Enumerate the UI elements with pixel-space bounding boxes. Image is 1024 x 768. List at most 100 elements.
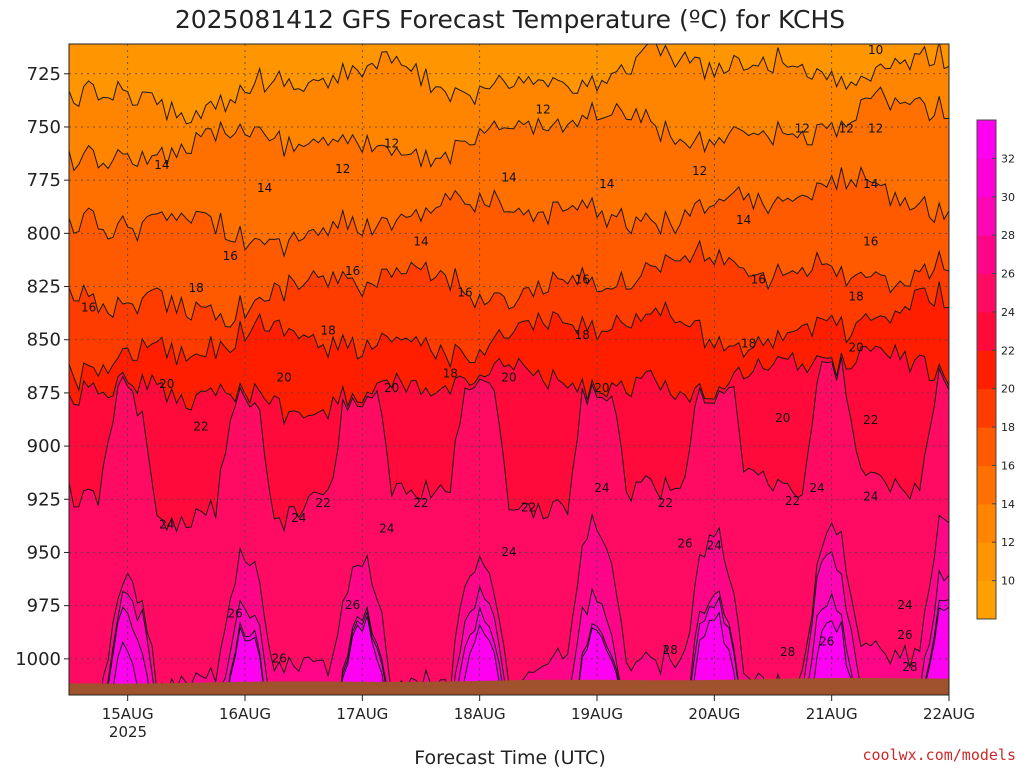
colorbar-label: 22	[1001, 344, 1015, 357]
colorbar-swatch	[977, 311, 996, 351]
contour-label: 18	[575, 328, 590, 342]
colorbar-label: 30	[1001, 191, 1015, 204]
contour-label: 16	[81, 300, 96, 314]
colorbar-swatch	[977, 120, 996, 159]
contour-label: 26	[897, 628, 912, 642]
colorbar-label: 26	[1001, 268, 1015, 281]
colorbar-label: 28	[1001, 229, 1015, 242]
terrain-surface	[69, 678, 949, 695]
contour-label: 18	[443, 366, 458, 380]
contour-label: 14	[257, 181, 272, 195]
contour-label: 26	[228, 607, 243, 621]
contour-label: 20	[384, 381, 399, 395]
contour-label: 24	[863, 490, 878, 504]
contour-24	[69, 357, 949, 533]
temperature-bands	[69, 44, 949, 695]
contour-label: 14	[501, 171, 516, 185]
y-tick-label: 800	[27, 223, 61, 244]
contour-label: 24	[897, 598, 912, 612]
contour-label: 20	[848, 341, 863, 355]
x-tick-label: 16AUG	[219, 705, 271, 723]
contour-label: 14	[599, 177, 614, 191]
y-tick-label: 975	[27, 596, 61, 617]
contour-label: 12	[839, 122, 854, 136]
credit-link[interactable]: coolwx.com/models	[862, 746, 1016, 764]
contour-label: 24	[707, 539, 722, 553]
contour-label: 18	[848, 290, 863, 304]
contour-label: 16	[863, 234, 878, 248]
contour-22	[69, 343, 949, 426]
y-tick-label: 825	[27, 277, 61, 298]
contour-label: 16	[223, 249, 238, 263]
colorbar: 10 12 14 16 18 20 22 24 26 28 30 32	[976, 119, 1015, 620]
contour-label: 12	[868, 122, 883, 136]
contour-label: 14	[413, 234, 428, 248]
contour-label: 24	[159, 517, 174, 531]
colorbar-label: 16	[1001, 460, 1015, 473]
contour-label: 22	[521, 500, 536, 514]
contour-label: 20	[276, 371, 291, 385]
contour-label: 22	[658, 496, 673, 510]
contour-label: 28	[663, 643, 678, 657]
colorbar-swatch	[977, 235, 996, 275]
colorbar-swatch	[977, 388, 996, 428]
contour-label: 20	[775, 411, 790, 425]
colorbar-label: 20	[1001, 383, 1015, 396]
y-tick-label: 925	[27, 489, 61, 510]
contour-label: 16	[575, 273, 590, 287]
contour-label: 18	[741, 337, 756, 351]
contour-label: 12	[384, 137, 399, 151]
contour-label: 14	[154, 158, 169, 172]
y-tick-label: 775	[27, 170, 61, 191]
contour-16	[69, 165, 949, 258]
colorbar-label: 18	[1001, 421, 1015, 434]
contour-label: 28	[780, 645, 795, 659]
contour-labels: 16 14 18 20 22 24 16 14 22 24 26 26 20 18 16 12 12 24 26 20…	[81, 43, 918, 674]
plot-frame	[68, 43, 950, 696]
x-tick-label: 19AUG	[571, 705, 623, 723]
contour-20	[69, 281, 949, 392]
colorbar-swatch	[977, 196, 996, 236]
y-tick-label: 850	[27, 330, 61, 351]
y-tick-label: 750	[27, 117, 61, 138]
contour-label: 22	[193, 419, 208, 433]
chart-title: 2025081412 GFS Forecast Temperature (ºC)…	[175, 5, 845, 34]
contour-label: 24	[809, 481, 824, 495]
contour-12	[69, 44, 949, 125]
contour-label: 16	[751, 273, 766, 287]
contour-label: 16	[345, 264, 360, 278]
contour-label: 12	[536, 103, 551, 117]
contour-label: 22	[316, 496, 331, 510]
contour-label: 12	[692, 164, 707, 178]
contour-label: 16	[457, 285, 472, 299]
contour-label: 20	[501, 371, 516, 385]
y-axis: 725 750 775 800 825 850 875 900 925 950 975 1000	[15, 64, 69, 670]
colorbar-swatch	[977, 158, 996, 198]
contour-label: 26	[677, 537, 692, 551]
contour-label: 12	[795, 122, 810, 136]
x-tick-label: 20AUG	[688, 705, 740, 723]
contour-label: 18	[188, 281, 203, 295]
x-tick-label: 18AUG	[454, 705, 506, 723]
x-tick-label: 15AUG	[102, 705, 154, 723]
contour-label: 24	[379, 522, 394, 536]
contour-label: 14	[863, 177, 878, 191]
y-tick-label: 950	[27, 542, 61, 563]
x-year-label: 2025	[109, 723, 147, 741]
colorbar-swatch	[977, 427, 996, 466]
contour-label: 24	[594, 481, 609, 495]
contour-18	[69, 239, 949, 328]
plot-area: 16 14 18 20 22 24 16 14 22 24 26 26 20 18 16 12 12 24 26 20…	[69, 43, 949, 695]
contour-label: 12	[335, 162, 350, 176]
contour-label: 22	[413, 496, 428, 510]
contour-label: 10	[868, 43, 883, 57]
colorbar-swatch	[977, 503, 996, 543]
x-tick-label: 21AUG	[806, 705, 858, 723]
colorbar-swatch	[977, 580, 996, 620]
contour-label: 26	[345, 598, 360, 612]
colorbar-label: 32	[1001, 152, 1015, 165]
x-axis-title: Forecast Time (UTC)	[414, 747, 605, 768]
colorbar-label: 10	[1001, 575, 1015, 588]
contour-label: 22	[863, 413, 878, 427]
